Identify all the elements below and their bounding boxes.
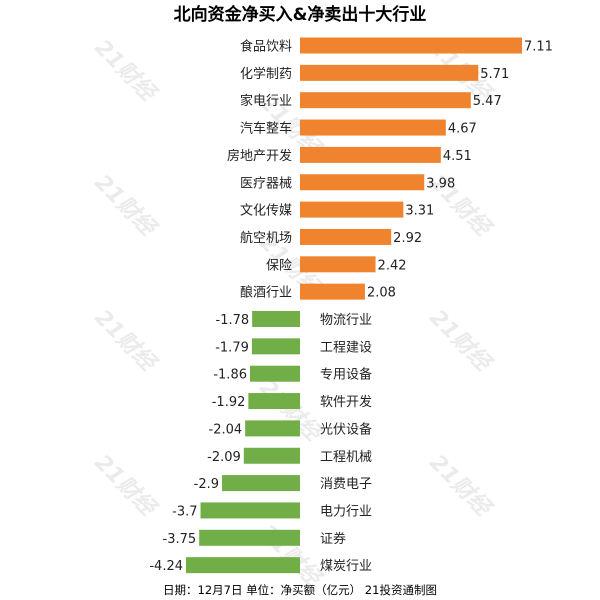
data-label: -3.75 [163, 532, 197, 547]
category-label: 煤炭行业 [320, 559, 372, 574]
category-label: 酿酒行业 [240, 285, 292, 301]
bar [300, 283, 365, 300]
bar [300, 201, 404, 218]
bar [248, 393, 300, 410]
watermark-text: 21财经 [254, 374, 327, 447]
category-label: 保险 [266, 258, 292, 273]
category-label: 航空机场 [240, 230, 292, 246]
data-label: -1.79 [215, 340, 249, 355]
data-label: 4.67 [448, 122, 477, 137]
category-label: 软件开发 [320, 394, 372, 410]
data-label: 3.31 [405, 204, 434, 219]
category-label: 汽车整车 [240, 121, 292, 137]
bar [245, 420, 300, 437]
bar [300, 174, 425, 191]
source-note: 日期：12月7日 单位：净买额（亿元） 21投资通制图 [163, 583, 437, 597]
bar [300, 92, 471, 109]
chart-title: 北向资金净买入&净卖出十大行业 [174, 4, 427, 25]
bar [300, 228, 392, 245]
category-label: 房地产开发 [227, 148, 292, 164]
category-label: 工程建设 [320, 340, 372, 355]
bar [252, 311, 300, 327]
category-label: 电力行业 [320, 504, 372, 519]
data-label: 5.71 [480, 67, 509, 82]
category-label: 光伏设备 [320, 421, 372, 437]
bar [200, 502, 300, 519]
bar [249, 365, 300, 382]
watermark-text: 21财经 [424, 304, 497, 377]
data-label: -2.9 [194, 477, 219, 492]
bar [300, 37, 522, 54]
data-label: -1.78 [216, 313, 250, 328]
data-label: -1.86 [213, 368, 247, 383]
category-label: 消费电子 [320, 477, 372, 492]
category-label: 物流行业 [320, 313, 372, 328]
bar [186, 557, 300, 574]
data-label: 3.98 [426, 176, 455, 191]
category-label: 食品饮料 [240, 39, 292, 55]
watermark-text: 21财经 [89, 449, 162, 522]
data-label: 2.08 [367, 286, 396, 301]
data-label: 7.11 [524, 40, 553, 55]
data-label: 5.47 [473, 94, 502, 109]
category-label: 文化传媒 [240, 204, 292, 219]
bar [222, 475, 300, 492]
watermark-text: 21财经 [424, 449, 497, 522]
bar [199, 529, 300, 546]
bar [243, 447, 300, 464]
category-label: 工程机械 [320, 450, 372, 465]
bar [251, 338, 300, 355]
category-label: 证券 [320, 531, 346, 547]
category-label: 医疗器械 [240, 176, 292, 191]
bars: 食品饮料 7.11 化学制药 5.71 家电行业 5.47 汽车整车 4.67 房地产开发 4.5… [149, 37, 553, 574]
data-label: 2.92 [393, 231, 422, 246]
bar [300, 256, 376, 273]
bar [300, 64, 479, 81]
category-label: 专用设备 [320, 367, 372, 383]
category-label: 化学制药 [240, 66, 292, 82]
data-label: 2.42 [378, 258, 407, 273]
data-label: -2.04 [209, 422, 243, 437]
data-label: 4.51 [443, 149, 472, 164]
data-label: -2.09 [207, 450, 241, 465]
data-label: -4.24 [149, 559, 183, 574]
data-label: -1.92 [212, 395, 246, 410]
data-label: -3.7 [172, 504, 197, 519]
category-label: 家电行业 [240, 93, 292, 109]
bar [300, 146, 441, 163]
watermark-text: 21财经 [89, 34, 162, 107]
watermark-text: 21财经 [89, 304, 162, 377]
watermark-text: 21财经 [89, 169, 162, 242]
bar [300, 119, 446, 136]
